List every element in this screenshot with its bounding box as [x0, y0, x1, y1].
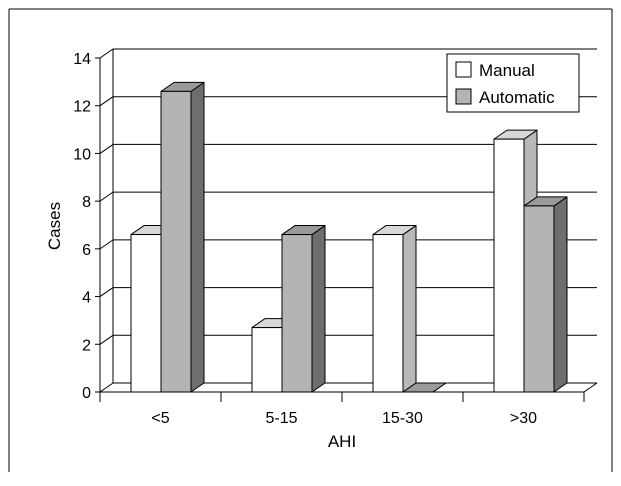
gridline-side — [99, 96, 114, 107]
floor-right-edge — [583, 382, 598, 393]
figure-border — [8, 8, 613, 472]
bar-front — [372, 234, 404, 393]
legend-label-automatic: Automatic — [479, 88, 555, 107]
bar-side — [553, 196, 568, 393]
gridline-side — [99, 191, 114, 202]
bar-automatic-3 — [523, 196, 568, 393]
bar-side — [190, 81, 205, 393]
y-tick-label: 8 — [82, 194, 91, 211]
bar-side — [402, 225, 417, 393]
bar-side — [311, 225, 326, 393]
legend-swatch-manual — [455, 61, 472, 78]
bar-manual-2 — [372, 225, 417, 393]
x-tick-label: >30 — [510, 410, 537, 427]
legend-label-manual: Manual — [479, 61, 535, 80]
x-axis-title: AHI — [328, 432, 356, 451]
gridline-side — [99, 144, 114, 154]
y-tick-label: 0 — [82, 385, 91, 402]
bar-front — [493, 138, 525, 393]
gridline-side — [99, 334, 114, 345]
gridline-side — [99, 287, 114, 297]
bar-top — [402, 382, 447, 393]
y-tick-label: 4 — [82, 290, 91, 307]
x-axis-ticks: <5 5-15 15-30 >30 — [99, 392, 585, 427]
bar-automatic-1 — [281, 225, 326, 393]
y-tick-label: 14 — [73, 51, 91, 68]
legend: Manual Automatic — [446, 53, 580, 113]
bar-front — [130, 234, 162, 393]
legend-swatch-automatic — [455, 88, 472, 105]
gridline-side — [99, 382, 114, 393]
bar-automatic-2 — [402, 382, 447, 393]
y-tick-label: 10 — [73, 146, 91, 163]
gridline-side — [99, 48, 114, 59]
bar-front — [251, 327, 283, 393]
y-tick-label: 12 — [73, 99, 91, 116]
bar-automatic-0 — [160, 81, 205, 393]
x-tick-label: 15-30 — [382, 410, 423, 427]
y-tick-label: 2 — [82, 337, 91, 354]
y-axis-ticks: 0 2 4 6 8 10 12 14 — [73, 51, 100, 402]
y-axis-title: Cases — [45, 202, 64, 250]
bar-front — [523, 205, 555, 393]
bars — [130, 81, 568, 393]
bar-front — [160, 90, 192, 393]
y-tick-label: 6 — [82, 242, 91, 259]
bar-front — [281, 234, 313, 393]
gridline-side — [99, 239, 114, 250]
x-tick-label: 5-15 — [265, 410, 297, 427]
x-tick-label: <5 — [151, 410, 169, 427]
